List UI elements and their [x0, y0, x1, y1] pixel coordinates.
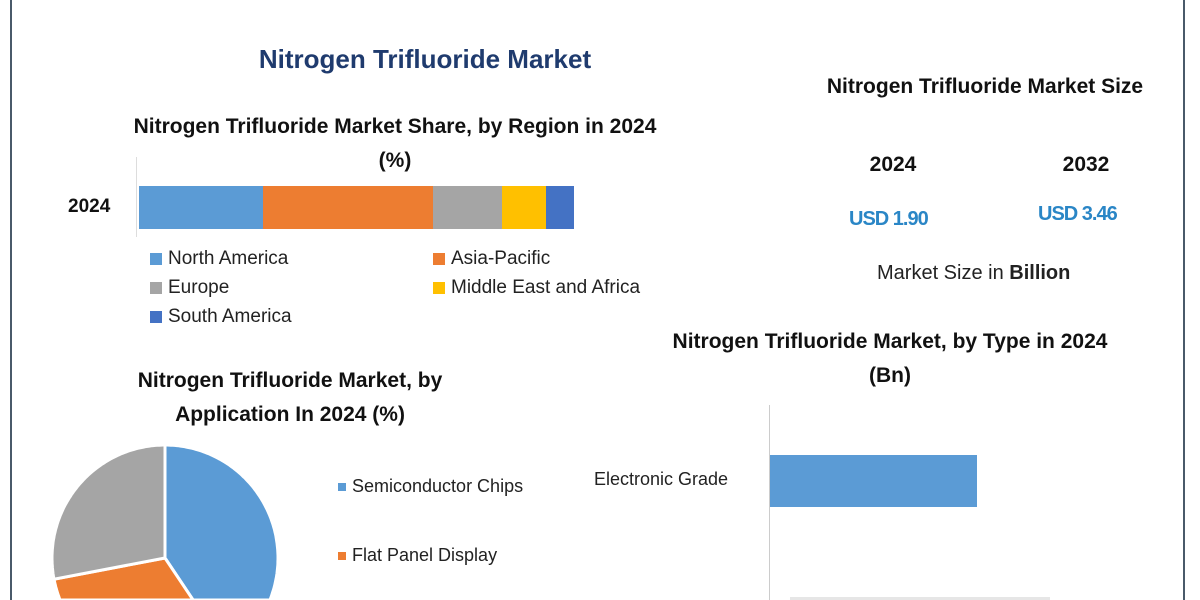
legend-label: Europe [168, 277, 230, 298]
region-legend-item: North America [150, 248, 433, 270]
region-legend-item: Asia-Pacific [433, 248, 713, 270]
market-size-note: Market Size in Billion [877, 262, 1070, 285]
legend-label: Semiconductor Chips [352, 476, 524, 496]
application-chart-title: Nitrogen Trifluoride Market, by Applicat… [137, 369, 443, 426]
region-segment-south-america [545, 186, 574, 229]
legend-swatch [150, 282, 162, 294]
legend-label: Asia-Pacific [451, 248, 551, 269]
market-size-title: Nitrogen Trifluoride Market Size [826, 75, 1144, 98]
pie-slice-flat-panel-display [52, 556, 195, 600]
legend-swatch [338, 551, 346, 560]
region-axis [136, 157, 137, 237]
legend-swatch [433, 253, 445, 265]
value-2024: USD 1.90 [849, 208, 929, 230]
value-2032: USD 3.46 [1038, 203, 1118, 225]
region-segment-asia-pacific [262, 186, 433, 229]
page-title: Nitrogen Trifluoride Market [258, 44, 592, 74]
type-chart-title: Nitrogen Trifluoride Market, by Type in … [672, 330, 1108, 387]
region-chart-title: Nitrogen Trifluoride Market Share, by Re… [133, 115, 657, 172]
legend-swatch [433, 282, 445, 294]
legend-swatch [338, 482, 346, 491]
type-bar-electronic-grade [770, 455, 977, 507]
note-prefix: Market Size in [877, 262, 1010, 284]
type-bar-partial [790, 597, 1050, 600]
type-axis [769, 405, 770, 600]
region-segment-middle-east-and-africa [502, 186, 546, 229]
application-legend-item: Semiconductor Chips [338, 476, 523, 497]
region-legend: North America Asia-Pacific Europe Middle Ea… [150, 248, 710, 328]
region-legend-item: South America [150, 306, 433, 328]
legend-label: South America [168, 306, 292, 327]
region-segment-north-america [139, 186, 263, 229]
year-2032: 2032 [1062, 153, 1110, 176]
application-pie [50, 443, 280, 600]
right-border [1183, 0, 1185, 600]
legend-swatch [150, 311, 162, 323]
region-stacked-bar [139, 186, 574, 229]
region-segment-europe [432, 186, 503, 229]
legend-label: Flat Panel Display [352, 545, 498, 565]
region-category-label: 2024 [68, 196, 111, 217]
pie-slice-semiconductor-chips [163, 443, 280, 600]
legend-label: North America [168, 248, 289, 269]
type-category-label: Electronic Grade [594, 469, 729, 489]
year-2024: 2024 [869, 153, 917, 176]
application-legend-item: Flat Panel Display [338, 545, 523, 566]
legend-swatch [150, 253, 162, 265]
legend-label: Middle East and Africa [451, 277, 641, 298]
region-legend-item: Middle East and Africa [433, 277, 713, 299]
application-legend: Semiconductor Chips Flat Panel Display [338, 476, 523, 566]
pie-slice-other [50, 443, 167, 581]
region-legend-item: Europe [150, 277, 433, 299]
note-unit: Billion [1009, 262, 1071, 284]
left-border [10, 0, 12, 600]
